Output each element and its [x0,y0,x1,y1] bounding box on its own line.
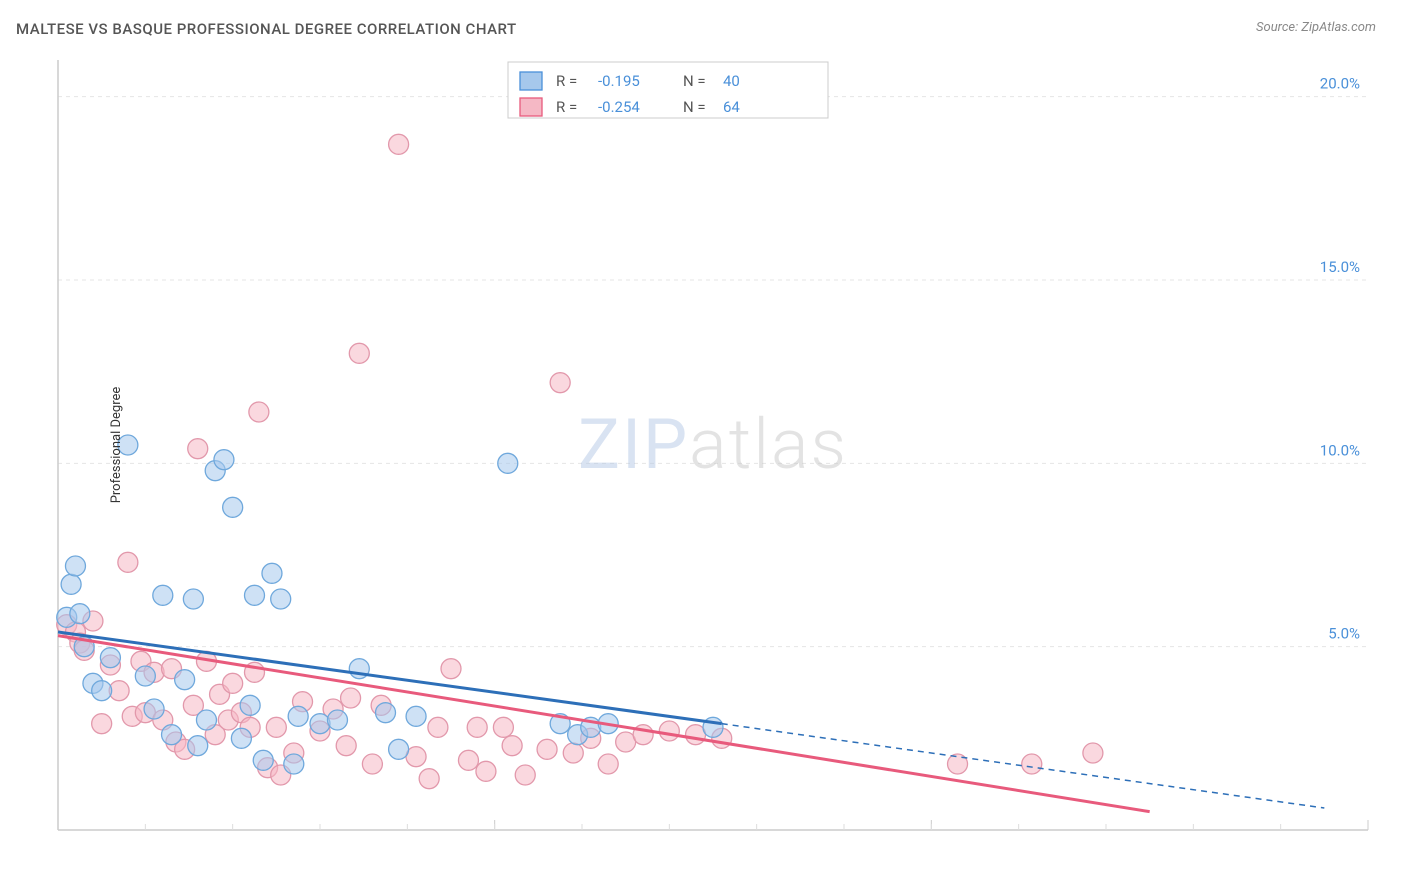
source-attribution: Source: ZipAtlas.com [1256,20,1376,35]
svg-text:64: 64 [723,98,740,116]
svg-text:20.0%: 20.0% [1320,75,1360,93]
svg-text:R =: R = [556,98,577,116]
svg-text:10.0%: 10.0% [1320,441,1360,459]
chart-title: MALTESE VS BASQUE PROFESSIONAL DEGREE CO… [16,20,517,38]
svg-text:0.0%: 0.0% [58,838,90,840]
svg-text:5.0%: 5.0% [1328,625,1360,643]
svg-text:-0.254: -0.254 [598,98,640,116]
y-axis-label: Professional Degree [109,387,124,504]
chart-container: Professional Degree 5.0% 10.0% 15.0% 20.0% 0… [48,50,1378,840]
svg-text:R =: R = [556,72,577,90]
svg-text:15.0%: 15.0% [1320,258,1360,276]
svg-text:-0.195: -0.195 [598,72,640,90]
correlation-scatter-chart: 5.0% 10.0% 15.0% 20.0% 0.0% 15.0% R = -0.195 N =… [48,50,1378,840]
svg-text:N =: N = [683,98,706,116]
svg-text:15.0%: 15.0% [1320,838,1360,840]
svg-text:40: 40 [723,72,740,90]
svg-text:N =: N = [683,72,706,90]
